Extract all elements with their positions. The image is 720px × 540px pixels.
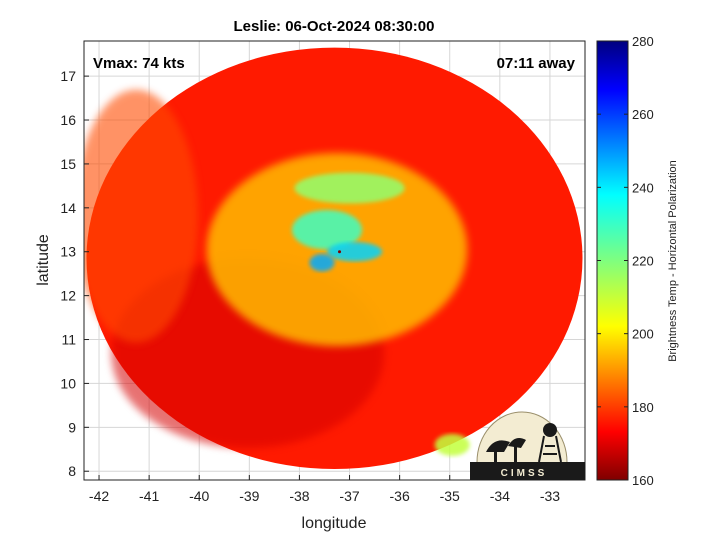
y-tick-label-5: 13 (60, 244, 76, 260)
y-axis-label: latitude (35, 234, 52, 286)
storm-feature-3 (326, 242, 383, 262)
colorbar-ticks: 160 180 200 220 240 260 280 (597, 34, 654, 488)
x-tick-label-2: -40 (189, 488, 209, 504)
x-tick-label-7: -35 (440, 488, 460, 504)
y-ticks: 8 9 10 11 12 13 14 15 16 17 (60, 68, 89, 479)
x-tick-label-0: -42 (89, 488, 109, 504)
cimss-logo-text: CIMSS (501, 468, 548, 479)
y-tick-label-3: 11 (61, 332, 76, 348)
axes-frame (83, 40, 586, 481)
storm-center-marker (338, 250, 342, 254)
x-tick-label-3: -39 (239, 488, 259, 504)
storm-feature-2 (291, 210, 363, 250)
x-tick-label-8: -34 (490, 488, 510, 504)
y-tick-label-7: 15 (60, 156, 76, 172)
storm-feature-1 (294, 172, 405, 204)
y-tick-label-4: 12 (60, 288, 76, 304)
time-away-annotation: 07:11 away (497, 55, 576, 72)
x-tick-label-4: -38 (289, 488, 309, 504)
swath-left-edge (84, 89, 199, 343)
x-axis-label: longitude (302, 515, 367, 532)
feature-layer (206, 152, 470, 456)
cb-tick-label-6: 280 (632, 34, 654, 49)
y-tick-label-1: 9 (68, 419, 76, 435)
x-tick-label-1: -41 (139, 488, 159, 504)
colorbar (596, 40, 629, 481)
chart-title: Leslie: 06-Oct-2024 08:30:00 (234, 18, 435, 35)
cb-tick-label-1: 180 (632, 400, 654, 415)
y-tick-label-0: 8 (68, 463, 76, 479)
y-tick-label-9: 17 (60, 68, 76, 84)
cb-tick-label-3: 220 (632, 254, 654, 269)
storm-feature-5 (434, 433, 470, 456)
colorbar-label: Brightness Temp - Horizontal Polarizatio… (667, 160, 679, 362)
cb-tick-label-4: 240 (632, 180, 654, 195)
y-tick-label-6: 14 (60, 200, 76, 216)
storm-feature-4 (309, 253, 335, 272)
x-ticks: -42 -41 -40 -39 -38 -37 -36 -35 -34 -33 (89, 475, 560, 504)
x-tick-label-5: -37 (339, 488, 359, 504)
x-tick-label-9: -33 (540, 488, 560, 504)
cb-tick-label-5: 260 (632, 107, 654, 122)
x-tick-label-6: -36 (390, 488, 410, 504)
y-tick-label-2: 10 (60, 375, 76, 391)
cb-tick-label-0: 160 (632, 473, 654, 488)
cb-tick-label-2: 200 (632, 327, 654, 342)
y-tick-label-8: 16 (60, 112, 76, 128)
cimss-logo: CIMSS (470, 411, 585, 480)
vmax-annotation: Vmax: 74 kts (93, 55, 185, 72)
